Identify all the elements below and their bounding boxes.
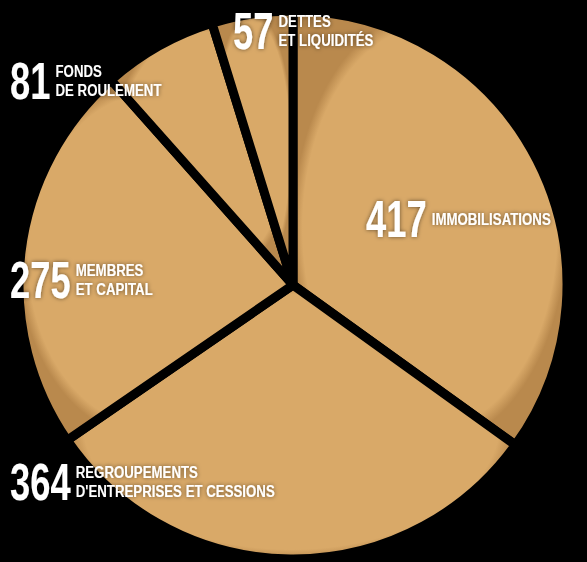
svg-text:81: 81 (10, 51, 50, 110)
svg-text:364: 364 (10, 452, 71, 511)
svg-text:417: 417 (366, 189, 427, 248)
svg-text:DE ROULEMENT: DE ROULEMENT (55, 80, 162, 99)
svg-text:57: 57 (233, 1, 273, 60)
svg-text:ET CAPITAL: ET CAPITAL (76, 279, 153, 298)
svg-text:D'ENTREPRISES ET CESSIONS: D'ENTREPRISES ET CESSIONS (76, 481, 275, 500)
svg-text:MEMBRES: MEMBRES (76, 260, 144, 279)
svg-text:REGROUPEMENTS: REGROUPEMENTS (76, 462, 198, 481)
svg-text:IMMOBILISATIONS: IMMOBILISATIONS (432, 209, 551, 228)
svg-text:DETTES: DETTES (278, 11, 330, 30)
svg-text:275: 275 (10, 250, 71, 309)
svg-text:FONDS: FONDS (55, 61, 101, 80)
svg-text:ET LIQUIDITÉS: ET LIQUIDITÉS (278, 30, 373, 49)
